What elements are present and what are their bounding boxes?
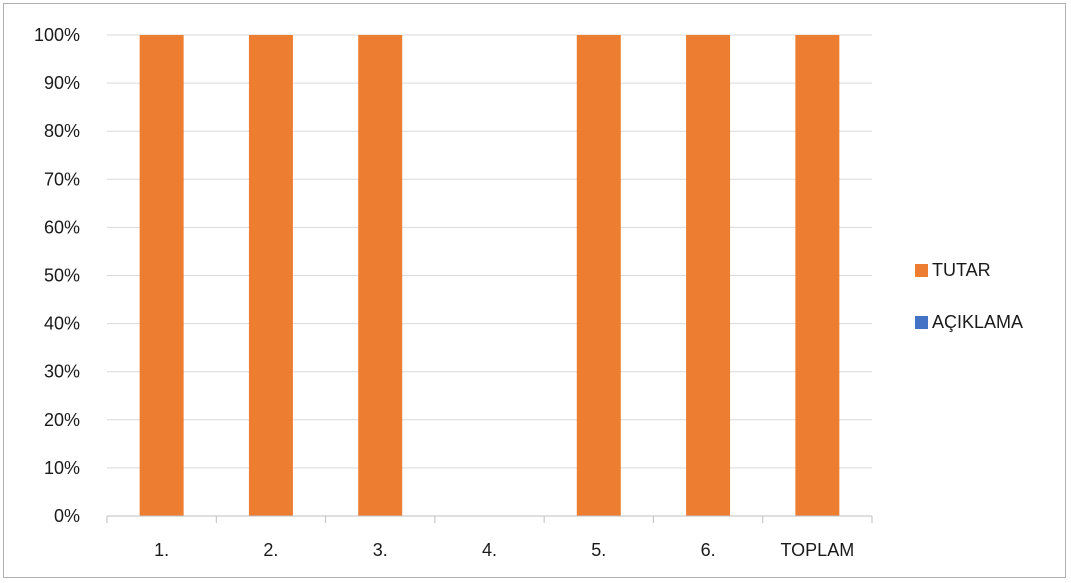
bar-tutar[interactable]: [795, 35, 840, 516]
y-tick-label: 90%: [44, 73, 80, 93]
y-tick-label: 100%: [34, 25, 80, 45]
bar-tutar[interactable]: [358, 35, 403, 516]
x-tick-label: 6.: [701, 540, 716, 560]
x-axis-tick-labels: 1. 2. 3. 4. 5. 6. TOPLAM: [154, 540, 854, 560]
bar-tutar[interactable]: [576, 35, 621, 516]
y-tick-label: 70%: [44, 169, 80, 189]
y-tick-label: 30%: [44, 362, 80, 382]
bar-tutar[interactable]: [139, 35, 184, 516]
bar-tutar[interactable]: [248, 35, 293, 516]
x-tick-label: 2.: [263, 540, 278, 560]
x-tick-label: 1.: [154, 540, 169, 560]
gridlines: [107, 34, 872, 469]
y-tick-label: 40%: [44, 314, 80, 334]
x-tick-label: TOPLAM: [781, 540, 855, 560]
y-tick-label: 60%: [44, 217, 80, 237]
bar-tutar[interactable]: [686, 35, 731, 516]
y-tick-label: 50%: [44, 266, 80, 286]
legend-item-tutar[interactable]: TUTAR: [915, 258, 1023, 282]
y-tick-label: 0%: [54, 506, 80, 526]
y-tick-label: 10%: [44, 458, 80, 478]
bars: [139, 35, 840, 516]
x-axis: [106, 515, 873, 523]
y-axis-tick-labels: 0% 10% 20% 30% 40% 50% 60% 70% 80% 90% 100%: [34, 25, 80, 526]
legend-label-tutar: TUTAR: [932, 259, 991, 280]
x-tick-label: 5.: [591, 540, 606, 560]
y-tick-label: 20%: [44, 410, 80, 430]
legend-swatch-tutar: [915, 263, 928, 277]
x-tick-label: 4.: [482, 540, 497, 560]
legend-label-aciklama: AÇIKLAMA: [932, 311, 1024, 332]
legend: TUTAR AÇIKLAMA: [915, 258, 1023, 362]
legend-swatch-aciklama: [915, 315, 928, 329]
legend-item-aciklama[interactable]: AÇIKLAMA: [915, 310, 1023, 334]
y-tick-label: 80%: [44, 121, 80, 141]
x-tick-label: 3.: [373, 540, 388, 560]
